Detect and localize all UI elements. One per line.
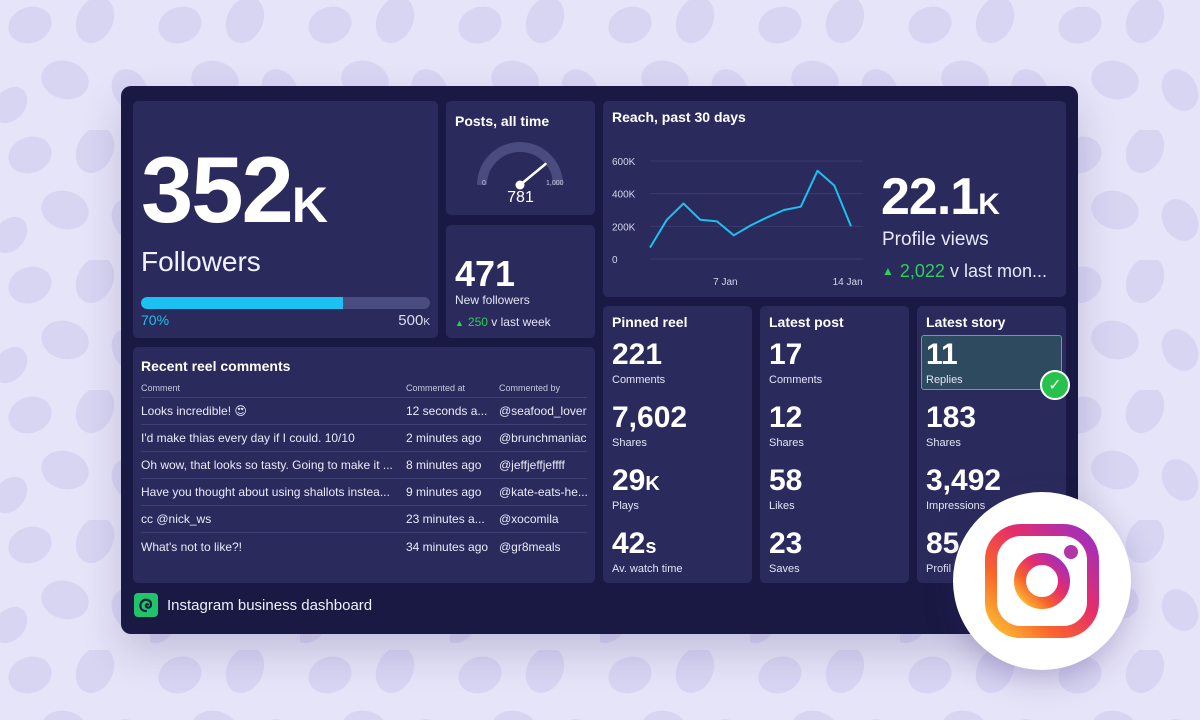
comment-text: Oh wow, that looks so tasty. Going to ma… [141, 458, 393, 472]
replies-highlight [921, 335, 1062, 390]
stat-watch-time: 42s Av. watch time [612, 527, 683, 576]
comment-author: @kate-eats-he... [499, 485, 587, 499]
comment-text: cc @nick_ws [141, 512, 212, 526]
y-tick-label: 600K [612, 157, 636, 168]
column-header-comment: Comment [141, 382, 181, 393]
stat-comments: 221 Comments [612, 338, 666, 387]
comment-time: 2 minutes ago [406, 431, 482, 445]
gauge-hub [515, 180, 525, 190]
y-tick-label: 0 [612, 255, 618, 266]
comment-author: @brunchmaniac [499, 431, 587, 445]
comment-author: @xocomila [499, 512, 559, 526]
triangle-up-icon: ▲ [455, 318, 464, 328]
table-row: Oh wow, that looks so tasty. Going to ma… [141, 452, 587, 479]
followers-panel: 352K Followers 70% 500K [133, 101, 438, 338]
stat-likes: 58 Likes [769, 464, 803, 513]
latest-story-panel: Latest story 11 Replies 183 Shares 3,492 Im… [917, 306, 1066, 583]
comment-text: I'd make thias every day if I could. 10/… [141, 431, 355, 445]
pinned-reel-panel: Pinned reel 221 Comments 7,602 Shares 29K P… [603, 306, 752, 583]
stat-impressions: 3,492 Impressions [926, 464, 1002, 513]
comment-author: @seafood_lover [499, 404, 587, 418]
x-tick-label: 14 Jan [833, 277, 863, 288]
comment-author: @gr8meals [499, 539, 561, 554]
y-tick-label: 400K [612, 190, 636, 201]
pinned-reel-title: Pinned reel [612, 314, 688, 330]
followers-label: Followers [141, 246, 261, 277]
latest-post-panel: Latest post 17 Comments 12 Shares 58 Likes … [760, 306, 909, 583]
gauge-max-label: 1,000 [546, 180, 564, 187]
stat-profile: 85 Profil [926, 527, 960, 576]
stat-shares: 12 Shares [769, 401, 804, 450]
posts-value: 781 [507, 189, 534, 206]
profile-views-count: 22.1K [881, 168, 1000, 226]
column-header-commented-at: Commented at [406, 382, 466, 393]
followers-progress-bar [141, 297, 430, 309]
dashboard: 352K Followers 70% 500K Posts, all time … [121, 86, 1078, 634]
comment-time: 12 seconds a... [406, 404, 488, 418]
table-row: cc @nick_ws 23 minutes a... @xocomila [141, 506, 587, 533]
new-followers-change: ▲ 250 v last week [455, 315, 551, 329]
comment-time: 34 minutes ago [406, 539, 489, 554]
profile-views-change: ▲ 2,022 v last mon... [882, 261, 1047, 281]
comment-text: Looks incredible! 😍 [141, 404, 247, 418]
stat-saves: 23 Saves [769, 527, 803, 576]
x-tick-label: 7 Jan [713, 277, 737, 288]
column-header-commented-by: Commented by [499, 382, 561, 393]
checkmark-icon: ✓ [1040, 370, 1070, 400]
profile-views-label: Profile views [882, 229, 989, 250]
table-row: Looks incredible! 😍 12 seconds a... @sea… [141, 398, 587, 425]
reach-line-chart: 0 200K 400K 600K 7 Jan 14 Jan [612, 157, 863, 288]
stat-plays: 29K Plays [612, 464, 660, 513]
comment-time: 8 minutes ago [406, 458, 482, 472]
triangle-up-icon: ▲ [882, 264, 894, 278]
comment-text: Have you thought about using shallots in… [141, 485, 390, 499]
table-row: What's not to like?! 34 minutes ago @gr8… [141, 533, 587, 560]
table-header: Comment Commented at Commented by [141, 378, 587, 398]
new-followers-label: New followers [455, 293, 530, 307]
latest-post-title: Latest post [769, 314, 844, 330]
reach-title: Reach, past 30 days [612, 109, 746, 125]
reach-series-line [649, 169, 852, 249]
comments-title: Recent reel comments [141, 358, 291, 374]
posts-title: Posts, all time [455, 113, 550, 129]
latest-story-title: Latest story [926, 314, 1006, 330]
gauge-needle [518, 162, 547, 187]
followers-progress-fill [141, 297, 344, 309]
comment-text: What's not to like?! [141, 539, 243, 554]
comments-panel: Recent reel comments Comment Commented a… [133, 347, 595, 583]
stat-comments: 17 Comments [769, 338, 823, 387]
gauge-min-label: 0 [482, 180, 486, 187]
posts-panel: Posts, all time 0 1,000 781 [446, 101, 595, 215]
table-row: I'd make thias every day if I could. 10/… [141, 425, 587, 452]
y-tick-label: 200K [612, 222, 636, 233]
comments-table: Comment Commented at Commented by Looks … [141, 378, 587, 560]
stat-replies: 11 Replies [926, 338, 963, 387]
stat-shares: 7,602 Shares [612, 401, 688, 450]
geckoboard-logo-icon [134, 593, 158, 617]
new-followers-count: 471 [455, 253, 516, 294]
instagram-logo-icon [953, 492, 1131, 670]
posts-gauge [477, 142, 563, 190]
stat-shares: 183 Shares [926, 401, 977, 450]
comment-time: 23 minutes a... [406, 512, 485, 526]
comment-time: 9 minutes ago [406, 485, 482, 499]
followers-count: 352K [141, 137, 328, 242]
comment-author: @jeffjeffjeffff [499, 458, 565, 472]
dashboard-title: Instagram business dashboard [167, 597, 373, 614]
followers-target: 500K [398, 312, 430, 329]
new-followers-panel: 471 New followers ▲ 250 v last week [446, 225, 595, 338]
table-row: Have you thought about using shallots in… [141, 479, 587, 506]
followers-progress-percent: 70% [141, 312, 170, 328]
reach-panel: Reach, past 30 days 0 200K 400K 600K 7 Jan 14… [603, 101, 1066, 297]
